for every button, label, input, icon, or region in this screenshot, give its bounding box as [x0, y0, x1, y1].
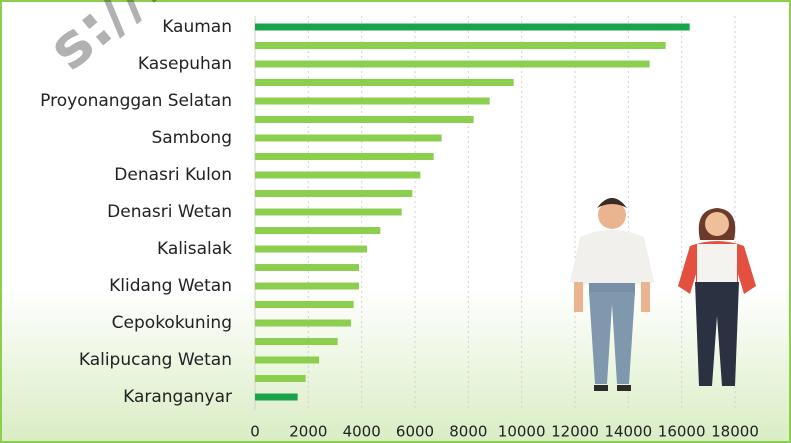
chart: s://batang 02000400060008000100001200014…	[0, 0, 791, 443]
x-tick-label: 4000	[343, 423, 381, 441]
bar	[255, 61, 650, 68]
bar	[255, 246, 367, 253]
bar	[255, 98, 490, 105]
x-tick-label: 14000	[604, 423, 652, 441]
bar	[255, 264, 359, 271]
y-tick-label: Denasri Kulon	[114, 165, 232, 185]
x-tick-label: 8000	[449, 423, 487, 441]
bar	[255, 24, 690, 31]
y-tick-label: Klidang Wetan	[109, 276, 232, 296]
bar	[255, 357, 319, 364]
x-tick-label: 0	[250, 423, 260, 441]
bar	[255, 79, 514, 86]
y-tick-label: Denasri Wetan	[107, 202, 232, 222]
y-tick-label: Kalisalak	[157, 239, 232, 259]
x-tick-label: 2000	[289, 423, 327, 441]
bar	[255, 301, 354, 308]
bar	[255, 135, 442, 142]
bar	[255, 116, 474, 123]
y-tick-label: Kalipucang Wetan	[79, 350, 232, 370]
bar	[255, 153, 434, 160]
bar	[255, 190, 412, 197]
y-tick-label: Sambong	[151, 128, 232, 148]
x-tick-label: 18000	[711, 423, 759, 441]
bar	[255, 320, 351, 327]
y-tick-label: Kasepuhan	[138, 54, 232, 74]
x-tick-label: 6000	[396, 423, 434, 441]
x-tick-label: 10000	[498, 423, 546, 441]
y-tick-label: Kauman	[162, 17, 232, 37]
bar	[255, 209, 402, 216]
bar	[255, 42, 666, 49]
y-tick-label: Karanganyar	[123, 387, 232, 407]
y-tick-label: Proyonanggan Selatan	[40, 91, 232, 111]
y-tick-label: Cepokokuning	[112, 313, 232, 333]
x-tick-label: 16000	[658, 423, 706, 441]
x-tick-label: 12000	[551, 423, 599, 441]
bar	[255, 338, 338, 345]
bar	[255, 227, 380, 234]
bar	[255, 375, 306, 382]
bar	[255, 172, 420, 179]
bar	[255, 283, 359, 290]
bar	[255, 394, 298, 401]
